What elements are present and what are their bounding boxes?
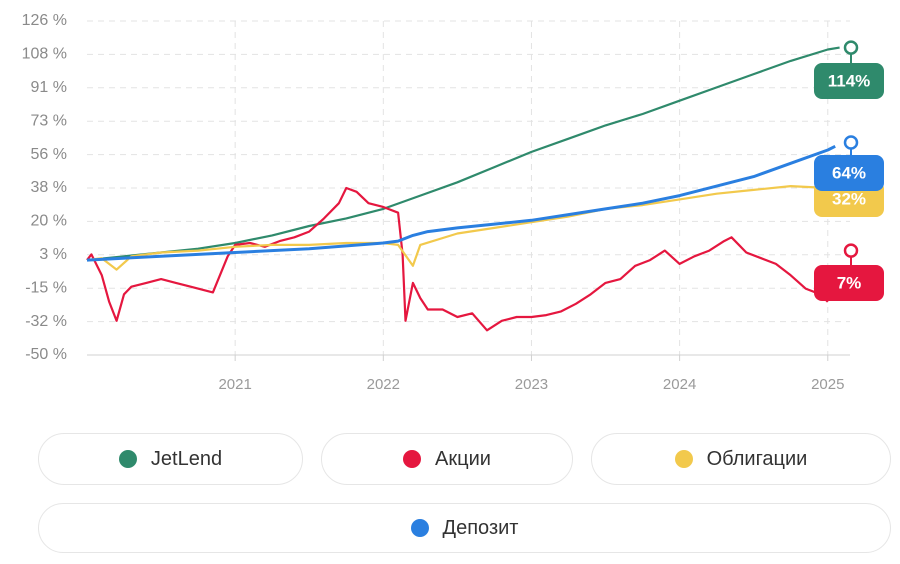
end-label: 114%	[828, 71, 871, 90]
legend-swatch	[403, 450, 422, 468]
series-line	[86, 185, 828, 271]
end-label: 7%	[837, 273, 862, 292]
y-tick-label: -32 %	[25, 313, 67, 330]
y-tick-label: -15 %	[25, 279, 67, 296]
x-tick-label: 2021	[218, 376, 251, 393]
legend-swatch	[410, 519, 429, 537]
end-badge	[814, 63, 884, 99]
y-tick-label: 91 %	[31, 79, 67, 96]
y-tick-label: 73 %	[31, 112, 67, 129]
y-tick-label: 126 %	[22, 12, 67, 29]
legend-label: Акции	[435, 447, 491, 470]
x-tick-label: 2024	[663, 376, 696, 393]
end-marker	[843, 135, 859, 150]
legend-label: JetLend	[150, 447, 223, 470]
series-line	[86, 186, 829, 332]
y-tick-label: 56 %	[31, 146, 67, 163]
y-tick-label: -50 %	[25, 346, 67, 363]
end-badge	[814, 265, 884, 301]
x-tick-label: 2022	[367, 376, 400, 393]
y-tick-label: 3 %	[39, 246, 67, 263]
legend-swatch	[674, 450, 693, 468]
end-badge	[814, 155, 884, 191]
legend-label: Депозит	[442, 516, 519, 539]
legend-label: Облигации	[706, 447, 808, 470]
legend-item[interactable]: Облигации	[591, 433, 891, 485]
end-label: 64%	[832, 163, 866, 182]
x-tick-label: 2023	[515, 376, 548, 393]
y-tick-label: 38 %	[31, 179, 67, 196]
legend-item[interactable]: Акции	[321, 433, 573, 485]
y-tick-label: 20 %	[31, 213, 67, 230]
legend-item[interactable]: Депозит	[38, 503, 891, 553]
series-line	[86, 144, 836, 262]
x-tick-label: 2025	[811, 376, 844, 393]
end-marker	[843, 243, 859, 258]
legend-swatch	[118, 450, 137, 468]
y-tick-label: 108 %	[22, 46, 67, 63]
chart: -50 % -32 % -15 % 3 % 20 % 38 % 56 % 73 % 91 % 10…	[22, 12, 884, 393]
series-line	[86, 46, 840, 262]
end-label: 32%	[832, 189, 866, 208]
end-marker	[843, 40, 859, 55]
legend-item[interactable]: JetLend	[38, 433, 303, 485]
